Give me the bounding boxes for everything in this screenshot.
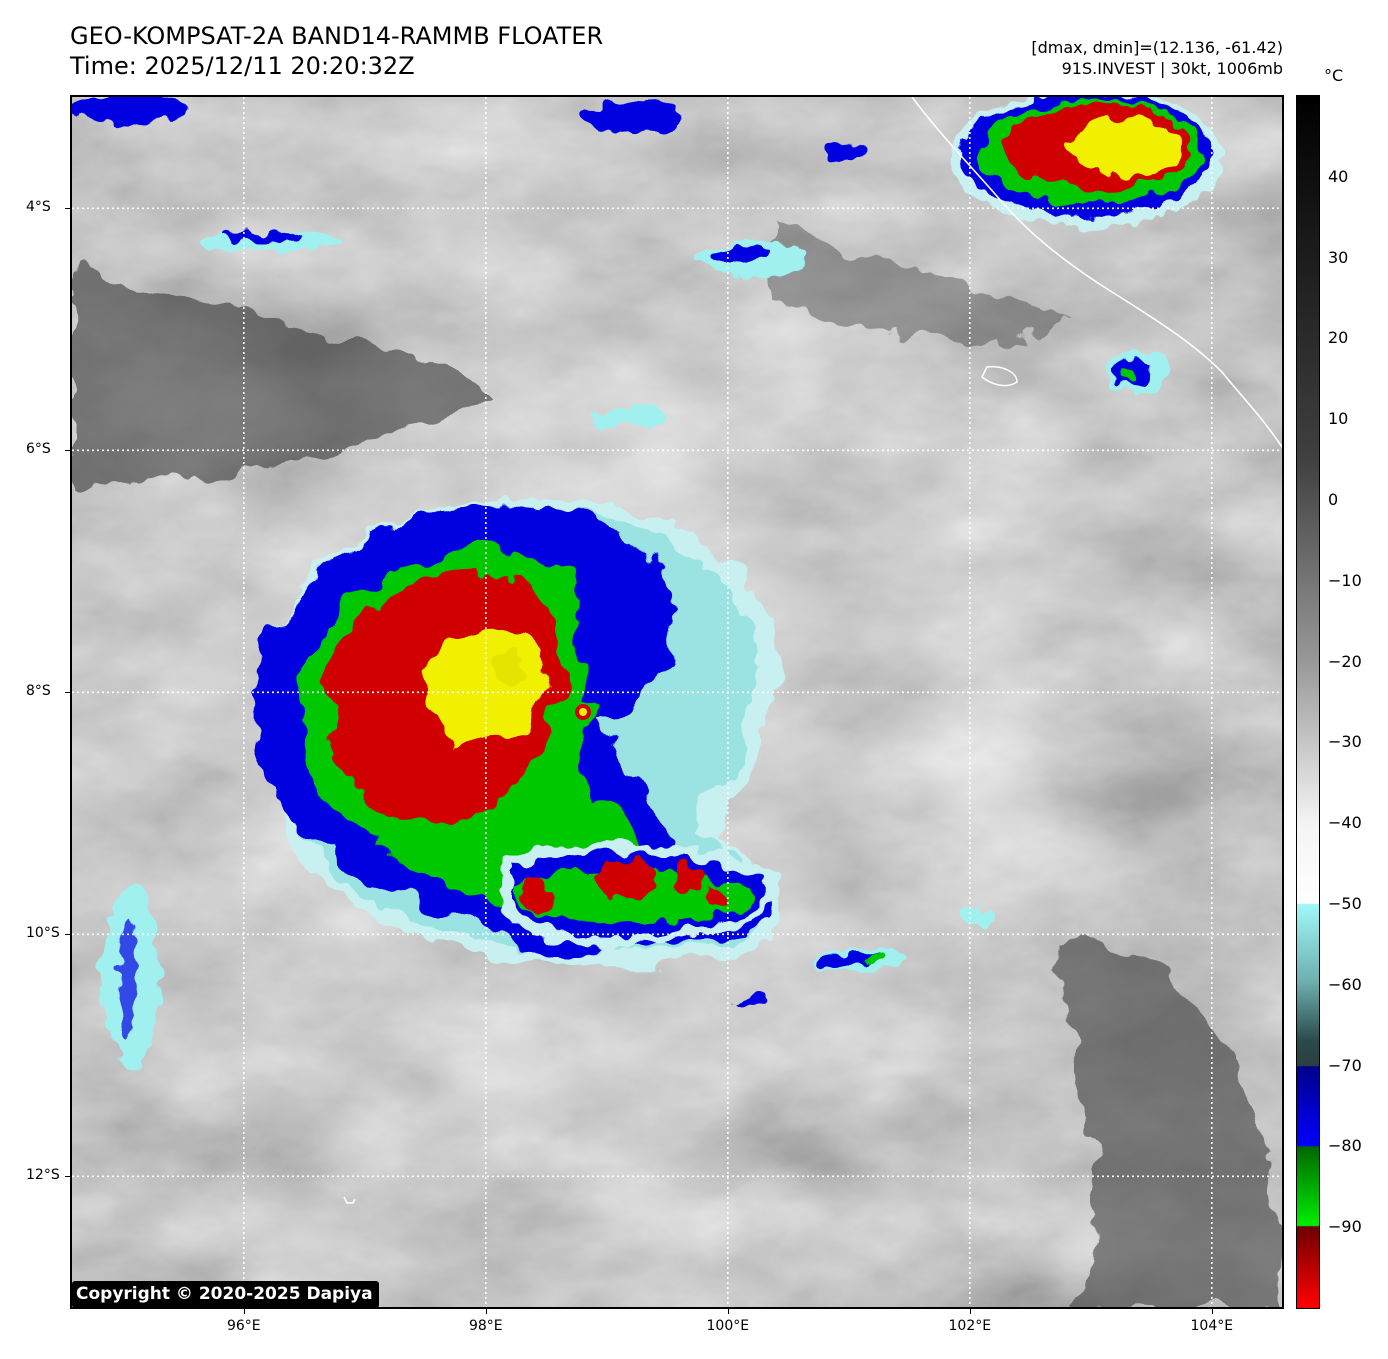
dmax-dmin-label: [dmax, dmin]=(12.136, -61.42) xyxy=(1031,38,1283,57)
graticule xyxy=(72,97,1282,1307)
colorbar-tick-label: −90 xyxy=(1328,1217,1362,1237)
copyright-label: Copyright © 2020-2025 Dapiya xyxy=(72,1281,379,1308)
lat-tick-label: 12°S xyxy=(26,1167,60,1184)
lat-tick-label: 6°S xyxy=(26,441,51,458)
lat-tick-mark xyxy=(65,934,71,936)
colorbar-unit: °C xyxy=(1324,66,1344,85)
lon-tick-label: 104°E xyxy=(1190,1318,1234,1334)
colorbar-tick-label: −70 xyxy=(1328,1055,1362,1075)
colorbar xyxy=(1296,95,1320,1309)
lon-tick-mark xyxy=(969,1308,971,1314)
lat-tick-mark xyxy=(65,1176,71,1178)
colorbar-tick-label: −40 xyxy=(1328,813,1362,833)
lat-tick-mark xyxy=(65,208,71,210)
map-imagery xyxy=(72,97,1282,1307)
islet-outline xyxy=(343,1196,356,1204)
lat-tick-label: 4°S xyxy=(26,199,51,216)
lat-tick-mark xyxy=(65,692,71,694)
lon-tick-label: 98°E xyxy=(468,1318,503,1334)
lon-tick-mark xyxy=(485,1308,487,1314)
southern-rainband xyxy=(502,842,780,947)
lon-tick-mark xyxy=(243,1308,245,1314)
lat-tick-label: 10°S xyxy=(26,925,60,942)
colorbar-tick-label: −10 xyxy=(1328,570,1362,590)
colorbar-tick-label: 20 xyxy=(1328,328,1349,348)
chart-time: Time: 2025/12/11 20:20:32Z xyxy=(70,52,415,80)
colorbar-tick-label: −30 xyxy=(1328,732,1362,752)
lat-tick-label: 8°S xyxy=(26,683,51,700)
chart-title: GEO-KOMPSAT-2A BAND14-RAMMB FLOATER xyxy=(70,22,604,50)
colorbar-tick-label: −80 xyxy=(1328,1136,1362,1156)
colorbar-tick-label: 30 xyxy=(1328,247,1349,267)
scattered-cold-cloud-tops xyxy=(72,97,1167,1067)
lon-tick-label: 96°E xyxy=(226,1318,261,1334)
storm-info-label: 91S.INVEST | 30kt, 1006mb xyxy=(1061,59,1283,78)
northeast-cloud-cluster xyxy=(952,97,1222,227)
colorbar-tick-label: 0 xyxy=(1328,490,1339,509)
lat-tick-mark xyxy=(65,450,71,452)
colorbar-tick-label: −20 xyxy=(1328,651,1362,671)
lon-tick-label: 102°E xyxy=(948,1318,992,1334)
storm-cloud-91s xyxy=(253,499,778,971)
lon-tick-label: 100°E xyxy=(706,1318,750,1334)
colorbar-tick-label: 40 xyxy=(1328,166,1349,186)
island-outline xyxy=(981,365,1018,387)
lon-tick-mark xyxy=(1211,1308,1213,1314)
satellite-map xyxy=(70,95,1284,1309)
colorbar-tick-label: −60 xyxy=(1328,974,1362,994)
colorbar-tick-label: −50 xyxy=(1328,894,1362,913)
colorbar-tick-label: 10 xyxy=(1328,409,1349,429)
coastline xyxy=(911,97,1282,448)
lon-tick-mark xyxy=(727,1308,729,1314)
